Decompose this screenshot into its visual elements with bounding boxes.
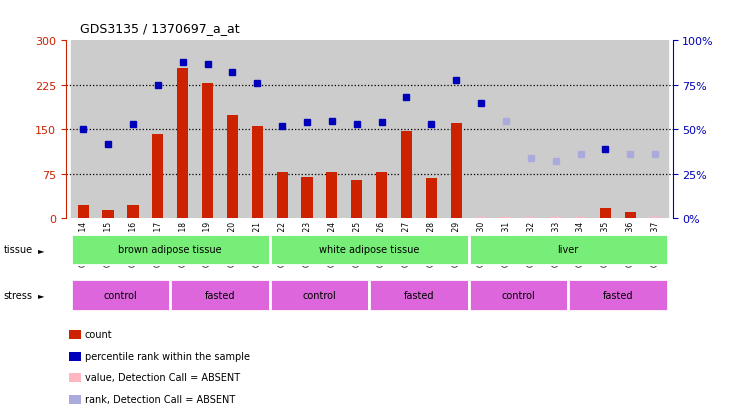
FancyBboxPatch shape <box>568 280 667 311</box>
Bar <box>121 41 145 219</box>
Text: control: control <box>303 290 336 300</box>
Text: fasted: fasted <box>205 290 235 300</box>
Bar <box>568 41 593 219</box>
Bar <box>550 217 561 219</box>
Bar <box>518 41 543 219</box>
FancyBboxPatch shape <box>270 234 469 266</box>
Bar <box>369 41 394 219</box>
Bar <box>127 206 138 219</box>
Text: fasted: fasted <box>602 290 633 300</box>
Bar <box>177 69 189 219</box>
Bar <box>77 206 88 219</box>
Bar <box>195 41 220 219</box>
Bar <box>425 179 437 219</box>
Bar <box>625 213 636 219</box>
Text: fasted: fasted <box>404 290 434 300</box>
Bar <box>450 124 462 219</box>
Text: count: count <box>85 330 113 339</box>
Bar <box>351 180 363 219</box>
FancyBboxPatch shape <box>270 280 369 311</box>
Bar <box>543 41 568 219</box>
Bar <box>202 84 213 219</box>
Bar <box>394 41 419 219</box>
Bar <box>301 178 313 219</box>
Text: rank, Detection Call = ABSENT: rank, Detection Call = ABSENT <box>85 394 235 404</box>
FancyBboxPatch shape <box>369 280 469 311</box>
FancyBboxPatch shape <box>71 280 170 311</box>
Bar <box>96 41 121 219</box>
Bar <box>295 41 319 219</box>
Text: ►: ► <box>38 291 45 300</box>
Bar <box>227 115 238 219</box>
Bar <box>525 217 537 219</box>
Bar <box>145 41 170 219</box>
Bar <box>493 41 518 219</box>
FancyBboxPatch shape <box>469 280 568 311</box>
Text: percentile rank within the sample: percentile rank within the sample <box>85 351 250 361</box>
Bar <box>245 41 270 219</box>
FancyBboxPatch shape <box>71 234 270 266</box>
Text: white adipose tissue: white adipose tissue <box>319 245 420 255</box>
Bar <box>71 41 96 219</box>
Bar <box>326 173 338 219</box>
Bar <box>575 217 586 219</box>
Text: control: control <box>104 290 137 300</box>
Text: control: control <box>501 290 535 300</box>
Text: value, Detection Call = ABSENT: value, Detection Call = ABSENT <box>85 373 240 382</box>
Bar <box>276 173 288 219</box>
Bar <box>401 131 412 219</box>
Text: brown adipose tissue: brown adipose tissue <box>118 245 222 255</box>
Text: GDS3135 / 1370697_a_at: GDS3135 / 1370697_a_at <box>80 22 240 35</box>
Bar <box>600 208 611 219</box>
Bar <box>444 41 469 219</box>
Bar <box>251 127 263 219</box>
Bar <box>475 217 487 219</box>
Bar <box>376 173 387 219</box>
Bar <box>650 217 661 219</box>
Bar <box>220 41 245 219</box>
Bar <box>643 41 667 219</box>
Text: tissue: tissue <box>4 245 33 255</box>
Text: liver: liver <box>558 245 579 255</box>
Bar <box>170 41 195 219</box>
Bar <box>618 41 643 219</box>
Bar <box>102 211 113 219</box>
Bar <box>152 134 164 219</box>
FancyBboxPatch shape <box>170 280 270 311</box>
FancyBboxPatch shape <box>469 234 667 266</box>
Bar <box>344 41 369 219</box>
Bar <box>500 217 512 219</box>
Bar <box>469 41 493 219</box>
Bar <box>270 41 295 219</box>
Bar <box>319 41 344 219</box>
Bar <box>419 41 444 219</box>
Text: ►: ► <box>38 245 45 254</box>
Text: stress: stress <box>4 290 33 300</box>
Bar <box>593 41 618 219</box>
